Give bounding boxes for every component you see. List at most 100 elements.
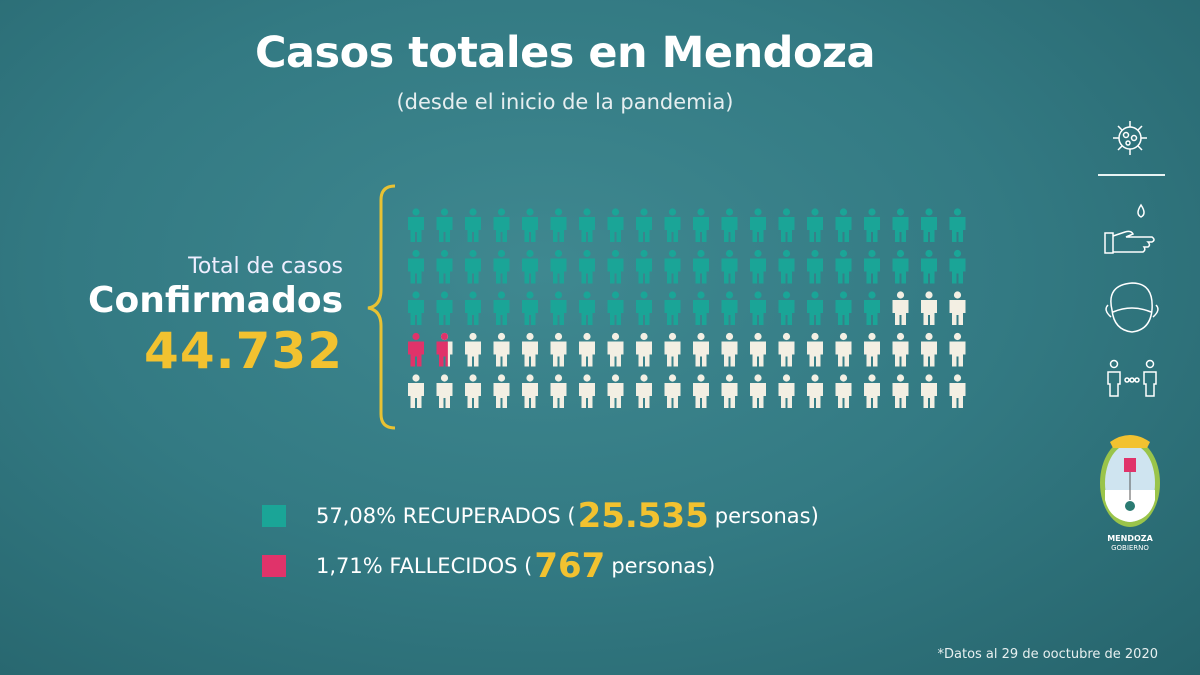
figure-recovered [436,249,453,284]
figure-recovered [550,208,567,242]
legend-recovered: 57,08% RECUPERADOS ( 25.535 personas) [262,496,819,536]
figure-recovered [835,208,852,242]
legend-recovered-suffix: personas) [714,504,819,528]
figure-recovered [693,208,709,242]
figure-other [636,374,652,408]
figure-recovered [465,291,481,325]
figure-other [835,374,852,408]
figure-recovered [921,208,937,242]
figure-recovered [493,291,510,325]
figure-other [465,374,481,408]
figure-recovered [949,208,966,242]
figure-other [750,332,766,367]
total-label: Total de casos [188,254,343,279]
figure-other [465,332,481,367]
figure-other [607,374,624,408]
figure-other [807,332,823,367]
figure-other [807,374,823,408]
figure-recovered [465,208,481,242]
figure-recovered [835,291,852,325]
figure-other [921,374,937,408]
figure-recovered [607,249,624,284]
figure-recovered [864,249,880,284]
figure-other [493,332,510,367]
figure-other [579,332,595,367]
figure-recovered [664,249,681,284]
mendoza-coat-of-arms-logo [1100,435,1160,527]
figure-recovered [864,208,880,242]
figure-recovered [778,291,795,325]
figure-recovered [408,208,424,242]
figure-recovered [522,249,538,284]
face-mask-icon [1105,282,1159,333]
figure-recovered [778,208,795,242]
footnote: *Datos al 29 de ooctubre de 2020 [937,647,1159,662]
figure-other [721,374,738,408]
figure-recovered [664,291,681,325]
figure-recovered [636,249,652,284]
figure-recovered [636,291,652,325]
figure-recovered [607,208,624,242]
figure-recovered [493,249,510,284]
logo-text-1: MENDOZA [1107,534,1153,543]
figure-other [436,374,453,408]
figure-recovered [579,249,595,284]
figure-recovered [864,291,880,325]
legend-swatch-recovered [262,505,286,527]
figure-other [493,374,510,408]
figure-recovered [550,249,567,284]
virus-icon [1113,121,1147,155]
figure-other [864,374,880,408]
figure-deceased [408,332,424,367]
figure-recovered [408,249,424,284]
figure-recovered [921,249,937,284]
figure-recovered [579,291,595,325]
brace [367,184,396,430]
figure-recovered [436,291,453,325]
figure-recovered [579,208,595,242]
total-value: 44.732 [144,322,343,380]
figure-other [607,332,624,367]
legend-deceased-label: 1,71% FALLECIDOS ( [316,554,533,578]
legend-deceased: 1,71% FALLECIDOS ( 767 personas) [262,546,715,586]
figure-recovered [550,291,567,325]
figure-recovered [835,249,852,284]
confirmed-label: Confirmados [88,280,343,321]
figure-recovered [408,291,424,325]
figure-other [864,332,880,367]
figure-recovered [750,208,766,242]
figure-recovered [807,291,823,325]
figure-recovered [892,208,909,242]
figure-other [750,374,766,408]
figure-recovered [721,249,738,284]
legend-deceased-count: 767 [534,546,606,586]
page-subtitle: (desde el inicio de la pandemia) [396,90,734,114]
figure-recovered [607,291,624,325]
page-title: Casos totales en Mendoza [254,28,876,78]
figure-recovered [807,208,823,242]
figure-other [949,332,966,367]
figure-other [921,291,937,325]
figure-recovered [664,208,681,242]
figure-other [636,332,652,367]
legend-recovered-label: 57,08% RECUPERADOS ( [316,504,576,528]
figure-recovered [750,291,766,325]
figure-other [522,332,538,367]
legend-recovered-count: 25.535 [577,496,709,536]
figure-recovered [721,291,738,325]
figure-recovered [949,249,966,284]
figure-other [664,374,681,408]
figure-recovered [693,249,709,284]
figure-recovered [493,208,510,242]
figure-other [949,374,966,408]
handwash-icon [1104,203,1155,254]
figure-deceased-partial [436,332,448,367]
figure-recovered [807,249,823,284]
figure-recovered [522,208,538,242]
figure-recovered [778,249,795,284]
figure-recovered [892,249,909,284]
figure-other [778,374,795,408]
figure-recovered [522,291,538,325]
